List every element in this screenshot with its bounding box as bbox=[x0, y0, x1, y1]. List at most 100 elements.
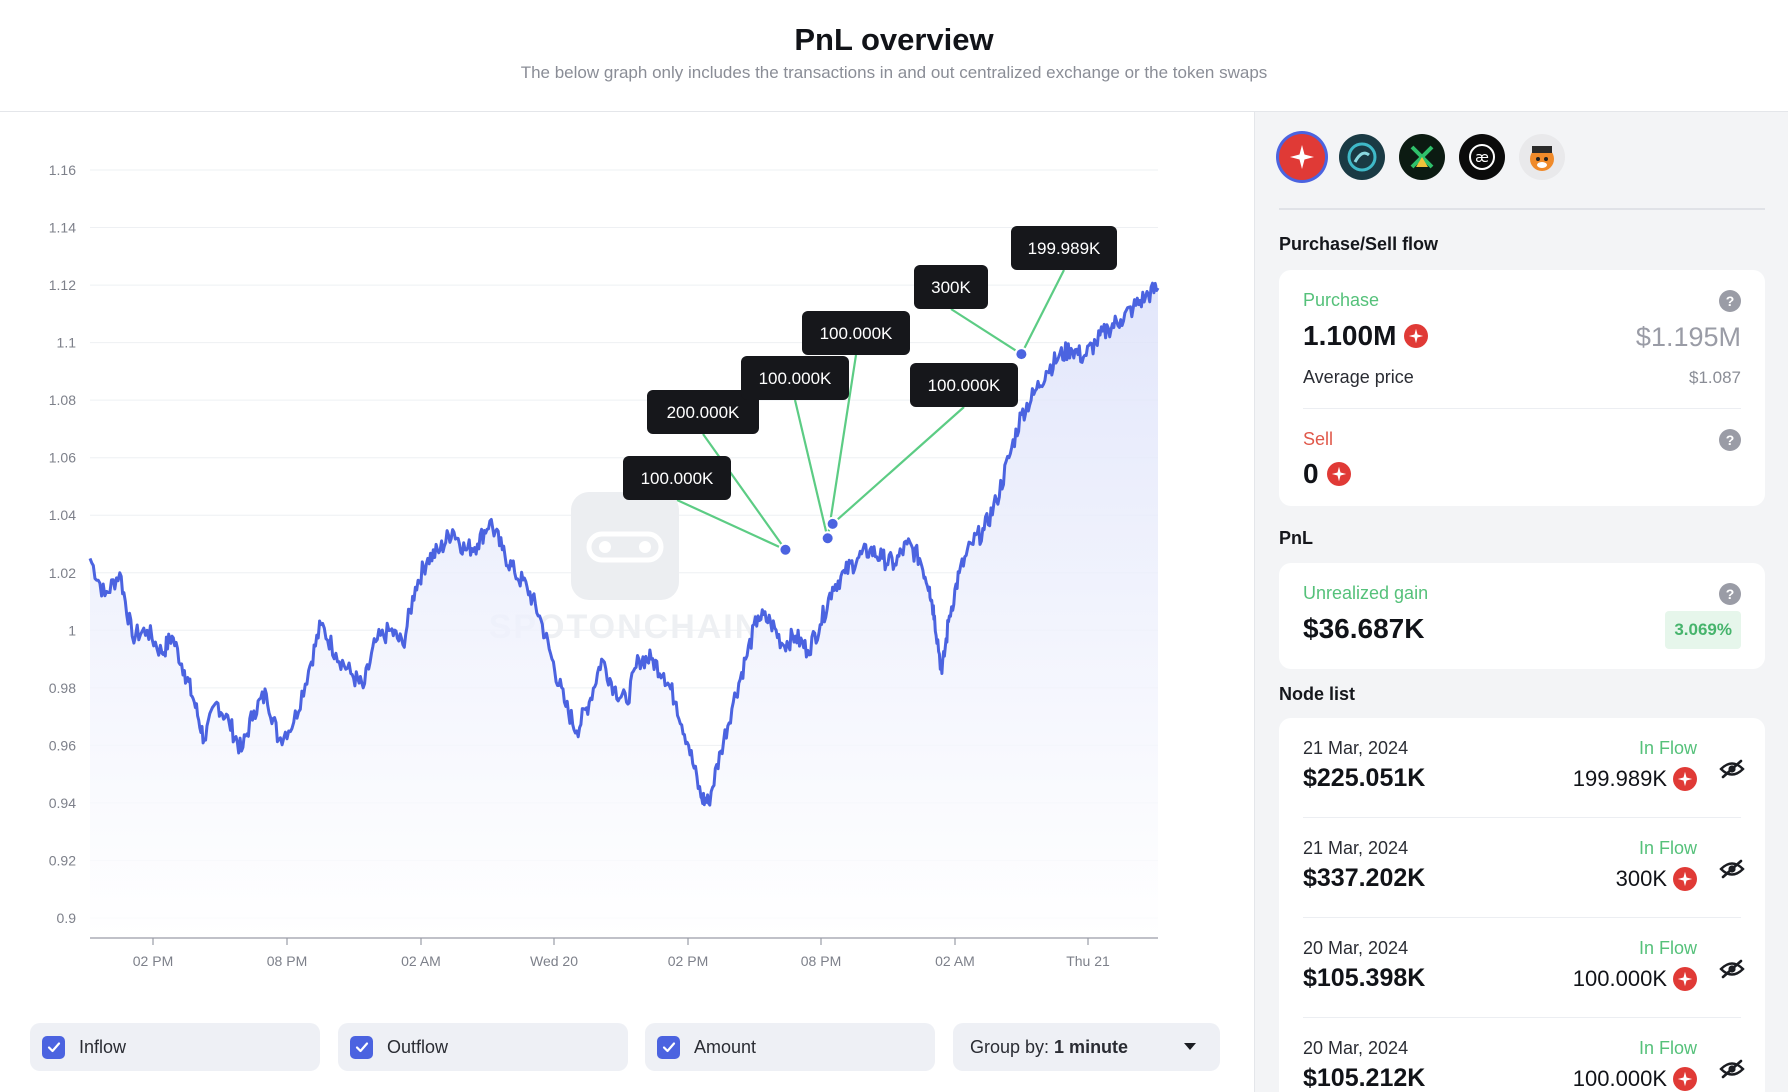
node-value: $225.051K bbox=[1303, 764, 1426, 792]
node-amount: 300K bbox=[1615, 866, 1667, 891]
y-tick-label: 0.92 bbox=[49, 852, 76, 868]
group-by-select[interactable]: Group by: 1 minute bbox=[953, 1023, 1220, 1071]
node-value: $105.212K bbox=[1303, 1064, 1426, 1092]
x-tick-label: 08 PM bbox=[801, 953, 841, 969]
spark-token-icon bbox=[1326, 462, 1351, 486]
node-amount: 100.000K bbox=[1572, 1066, 1667, 1091]
node-amount-row: 100.000K bbox=[1573, 966, 1697, 992]
flow-section-title: Purchase/Sell flow bbox=[1279, 234, 1439, 254]
spark-token-icon bbox=[1290, 145, 1314, 169]
x-tick-label: Wed 20 bbox=[530, 953, 578, 969]
svg-text:æ: æ bbox=[1475, 150, 1489, 166]
marker-label-box bbox=[914, 265, 988, 309]
x-tick-label: 02 AM bbox=[935, 953, 975, 969]
sell-amount-row: 0 bbox=[1303, 458, 1351, 490]
pnl-chart[interactable]: 1.16 1.14 1.12 1.1 1.08 1.06 1.04 1.02 1 0.98 0.96… bbox=[0, 112, 1254, 1092]
eye-off-icon[interactable] bbox=[1719, 958, 1745, 985]
y-tick-label: 1 bbox=[68, 622, 76, 638]
watermark-logo bbox=[571, 492, 679, 600]
node-list-item[interactable]: 21 Mar, 2024 $337.202K In Flow 300K bbox=[1279, 818, 1765, 918]
unrealized-gain-value: $36.687K bbox=[1303, 613, 1425, 644]
marker-connector bbox=[1020, 269, 1065, 355]
token-x[interactable] bbox=[1399, 134, 1445, 180]
eye-off-icon[interactable] bbox=[1719, 758, 1745, 785]
spark-token-icon bbox=[1673, 767, 1697, 791]
help-icon[interactable]: ? bbox=[1719, 583, 1741, 605]
y-tick-label: 1.16 bbox=[49, 162, 76, 178]
node-list-item[interactable]: 21 Mar, 2024 $225.051K In Flow 199.989K bbox=[1279, 718, 1765, 818]
checkbox-checked-icon bbox=[42, 1035, 65, 1059]
y-tick-label: 0.94 bbox=[49, 795, 76, 811]
token-spark[interactable] bbox=[1279, 134, 1325, 180]
eye-off-icon[interactable] bbox=[1719, 1058, 1745, 1085]
marker-label-box bbox=[802, 311, 910, 355]
token-ae[interactable]: æ bbox=[1459, 134, 1505, 180]
price-line bbox=[88, 281, 1160, 807]
token-dog[interactable] bbox=[1519, 134, 1565, 180]
spark-token-icon bbox=[1673, 1067, 1697, 1091]
help-icon[interactable]: ? bbox=[1719, 429, 1741, 451]
node-list-item[interactable]: 20 Mar, 2024 $105.398K In Flow 100.000K bbox=[1279, 918, 1765, 1018]
x-tick-label: 08 PM bbox=[267, 953, 307, 969]
node-amount-row: 199.989K bbox=[1573, 766, 1697, 792]
card-divider bbox=[1303, 408, 1741, 409]
transaction-marker bbox=[780, 544, 791, 555]
node-flow: In Flow bbox=[1638, 738, 1697, 758]
y-tick-label: 0.98 bbox=[49, 680, 76, 696]
price-area-fill bbox=[90, 283, 1158, 938]
x-token-icon bbox=[1410, 145, 1434, 169]
group-by-value: 1 minute bbox=[1054, 1036, 1129, 1057]
transaction-marker bbox=[822, 533, 833, 544]
average-price-value: $1.087 bbox=[1689, 368, 1741, 387]
node-value: $337.202K bbox=[1303, 864, 1426, 892]
panel-divider bbox=[1254, 112, 1255, 1092]
transaction-marker bbox=[827, 518, 838, 529]
spark-token-icon bbox=[1404, 324, 1429, 348]
node-value: $105.398K bbox=[1303, 964, 1426, 992]
node-list-item[interactable]: 20 Mar, 2024 $105.212K In Flow 100.000K bbox=[1279, 1018, 1765, 1092]
y-tick-label: 1.1 bbox=[57, 335, 77, 351]
y-tick-label: 1.14 bbox=[49, 220, 76, 236]
spark-token-icon bbox=[1673, 967, 1697, 991]
average-price-label: Average price bbox=[1303, 367, 1414, 387]
marker-connector bbox=[702, 433, 787, 551]
marker-label: 199.989K bbox=[1028, 239, 1101, 258]
sell-amount: 0 bbox=[1303, 458, 1319, 489]
node-amount: 100.000K bbox=[1572, 966, 1667, 991]
sidebar: æ Purchase/Sell flow Purchase ? 1.100M $… bbox=[1255, 112, 1788, 1092]
marker-label: 200.000K bbox=[667, 403, 740, 422]
purchase-label: Purchase bbox=[1303, 290, 1380, 310]
outflow-toggle[interactable]: Outflow bbox=[338, 1023, 628, 1071]
sell-label: Sell bbox=[1303, 429, 1334, 449]
node-date: 21 Mar, 2024 bbox=[1303, 838, 1409, 858]
marker-connector bbox=[793, 399, 829, 539]
pnl-section-title: PnL bbox=[1279, 528, 1313, 548]
node-list-title: Node list bbox=[1279, 684, 1356, 704]
y-tick-label: 1.08 bbox=[49, 392, 76, 408]
y-tick-label: 1.02 bbox=[49, 565, 76, 581]
marker-label-box bbox=[623, 456, 731, 500]
node-flow: In Flow bbox=[1638, 938, 1697, 958]
watermark-logo-dot bbox=[639, 541, 651, 553]
node-date: 21 Mar, 2024 bbox=[1303, 738, 1409, 758]
checkbox-checked-icon bbox=[657, 1035, 680, 1059]
ae-token-icon: æ bbox=[1469, 144, 1495, 170]
watermark-logo-shape bbox=[586, 531, 664, 563]
dog-token-icon bbox=[1530, 146, 1554, 171]
help-icon[interactable]: ? bbox=[1719, 290, 1741, 312]
purchase-amount-row: 1.100M bbox=[1303, 320, 1429, 352]
group-by-label: Group by: bbox=[970, 1036, 1050, 1057]
checkbox-checked-icon bbox=[350, 1035, 373, 1059]
purchase-amount: 1.100M bbox=[1303, 320, 1397, 351]
amount-toggle[interactable]: Amount bbox=[645, 1023, 935, 1071]
inflow-toggle[interactable]: Inflow bbox=[30, 1023, 320, 1071]
spark-token-icon bbox=[1673, 867, 1697, 891]
y-tick-label: 1.04 bbox=[49, 507, 76, 523]
gain-percent-badge: 3.069% bbox=[1665, 611, 1741, 649]
purchase-usd: $1.195M bbox=[1635, 322, 1741, 352]
token-swirl[interactable] bbox=[1339, 134, 1385, 180]
node-flow: In Flow bbox=[1638, 838, 1697, 858]
eye-off-icon[interactable] bbox=[1719, 858, 1745, 885]
y-tick-label: 1.06 bbox=[49, 450, 76, 466]
node-amount-row: 300K bbox=[1616, 866, 1697, 892]
